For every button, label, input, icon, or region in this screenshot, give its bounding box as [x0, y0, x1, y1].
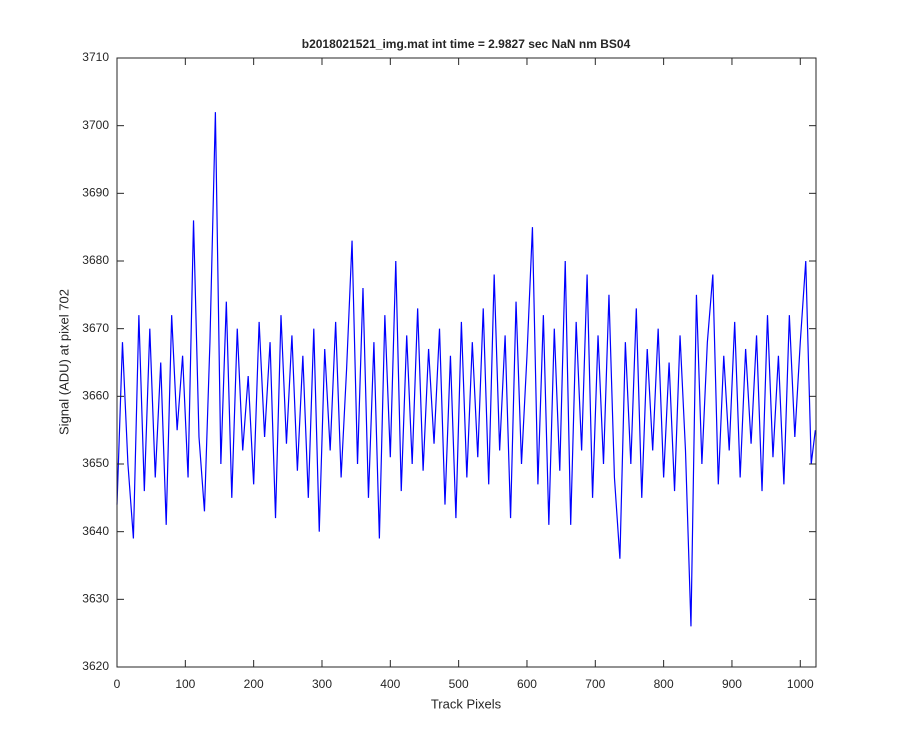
y-tick-label: 3670	[82, 321, 109, 335]
y-tick-label: 3680	[82, 253, 109, 267]
y-tick-label: 3710	[82, 50, 109, 64]
x-tick-label: 700	[585, 677, 605, 691]
x-tick-label: 1000	[787, 677, 814, 691]
x-tick-label: 300	[312, 677, 332, 691]
y-tick-label: 3660	[82, 389, 109, 403]
chart-title: b2018021521_img.mat int time = 2.9827 se…	[302, 37, 631, 51]
x-tick-label: 0	[114, 677, 121, 691]
x-tick-label: 900	[722, 677, 742, 691]
plot-area	[117, 58, 816, 667]
y-tick-label: 3690	[82, 186, 109, 200]
x-axis-label: Track Pixels	[431, 696, 502, 711]
x-tick-label: 200	[244, 677, 264, 691]
y-axis-label: Signal (ADU) at pixel 702	[56, 289, 71, 435]
y-tick-label: 3620	[82, 659, 109, 673]
y-tick-label: 3630	[82, 592, 109, 606]
y-tick-label: 3700	[82, 118, 109, 132]
x-tick-label: 600	[517, 677, 537, 691]
y-tick-label: 3640	[82, 524, 109, 538]
data-line	[116, 112, 816, 627]
x-tick-label: 800	[654, 677, 674, 691]
axes-box	[116, 57, 817, 668]
x-tick-label: 400	[380, 677, 400, 691]
y-tick-label: 3650	[82, 456, 109, 470]
x-tick-label: 500	[449, 677, 469, 691]
x-tick-label: 100	[175, 677, 195, 691]
